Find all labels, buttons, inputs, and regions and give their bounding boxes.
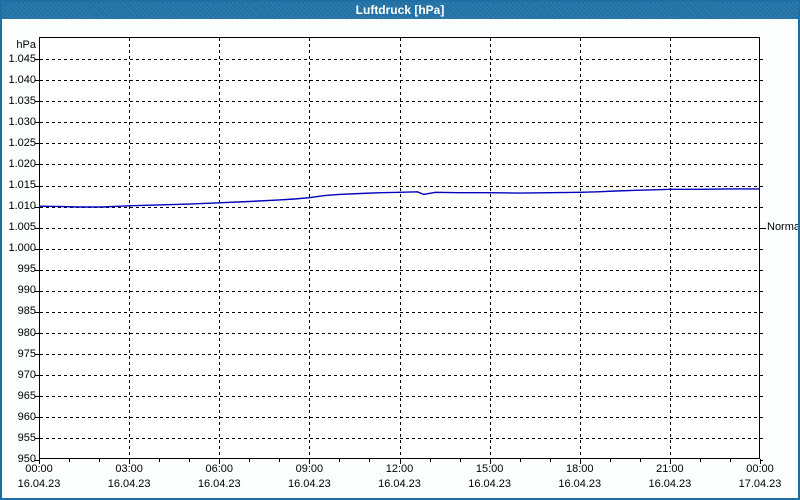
x-tick-time-label: 06:00 [205, 463, 234, 475]
y-tick-label: 1.045 [8, 52, 36, 65]
x-tick-date-label: 16.04.23 [378, 478, 421, 490]
y-tick-label: 1.010 [8, 200, 36, 213]
x-tick-date-label: 16.04.23 [17, 478, 61, 490]
x-tick-time-label: 09:00 [295, 463, 324, 475]
y-tick-label: 975 [17, 347, 36, 360]
y-tick-label: 1.025 [8, 136, 36, 149]
y-axis-unit-label: hPa [16, 39, 36, 51]
y-tick-label: 980 [17, 326, 36, 339]
x-tick-date-label: 16.04.23 [558, 478, 602, 490]
pressure-line-series [38, 188, 760, 208]
chart-canvas [35, 37, 766, 464]
y-tick-label: 1.035 [8, 94, 36, 107]
y-tick-label: 995 [17, 263, 36, 276]
x-tick-time-label: 03:00 [115, 463, 143, 475]
x-tick-time-label: 21:00 [656, 463, 684, 475]
normal-marker-label: Normal [767, 220, 800, 233]
x-tick-time-label: 00:00 [746, 463, 774, 475]
x-tick-date-label: 16.04.23 [468, 478, 512, 490]
x-tick-time-label: 00:00 [25, 463, 53, 475]
y-tick-label: 990 [17, 284, 36, 297]
y-tick-label: 985 [17, 305, 36, 318]
y-tick-label: 1.040 [8, 73, 36, 86]
x-tick-date-label: 16.04.23 [197, 478, 241, 490]
x-tick-date-label: 16.04.23 [107, 478, 151, 490]
x-tick-time-label: 18:00 [565, 463, 594, 475]
y-tick-label: 1.020 [8, 157, 36, 170]
y-tick-label: 955 [17, 431, 36, 444]
x-tick-date-label: 17.04.23 [738, 478, 782, 490]
y-tick-label: 1.015 [8, 179, 36, 192]
y-tick-label: 1.005 [8, 221, 36, 234]
window-title: Luftdruck [hPa] [355, 3, 445, 17]
x-tick-time-label: 15:00 [475, 463, 504, 475]
x-tick-date-label: 16.04.23 [287, 478, 331, 490]
pressure-chart: hPa Normal 950 955 960 965 970 975 980 985 990 99… [2, 19, 798, 498]
y-tick-label: 950 [17, 453, 36, 465]
y-tick-label: 1.030 [8, 115, 36, 128]
window-titlebar: Luftdruck [hPa] [2, 2, 798, 19]
y-tick-label: 1.000 [8, 242, 36, 255]
y-tick-label: 965 [17, 389, 36, 402]
x-tick-date-label: 16.04.23 [648, 478, 692, 490]
x-tick-time-label: 12:00 [385, 463, 414, 475]
y-tick-label: 960 [17, 410, 36, 423]
y-tick-label: 970 [17, 368, 36, 381]
